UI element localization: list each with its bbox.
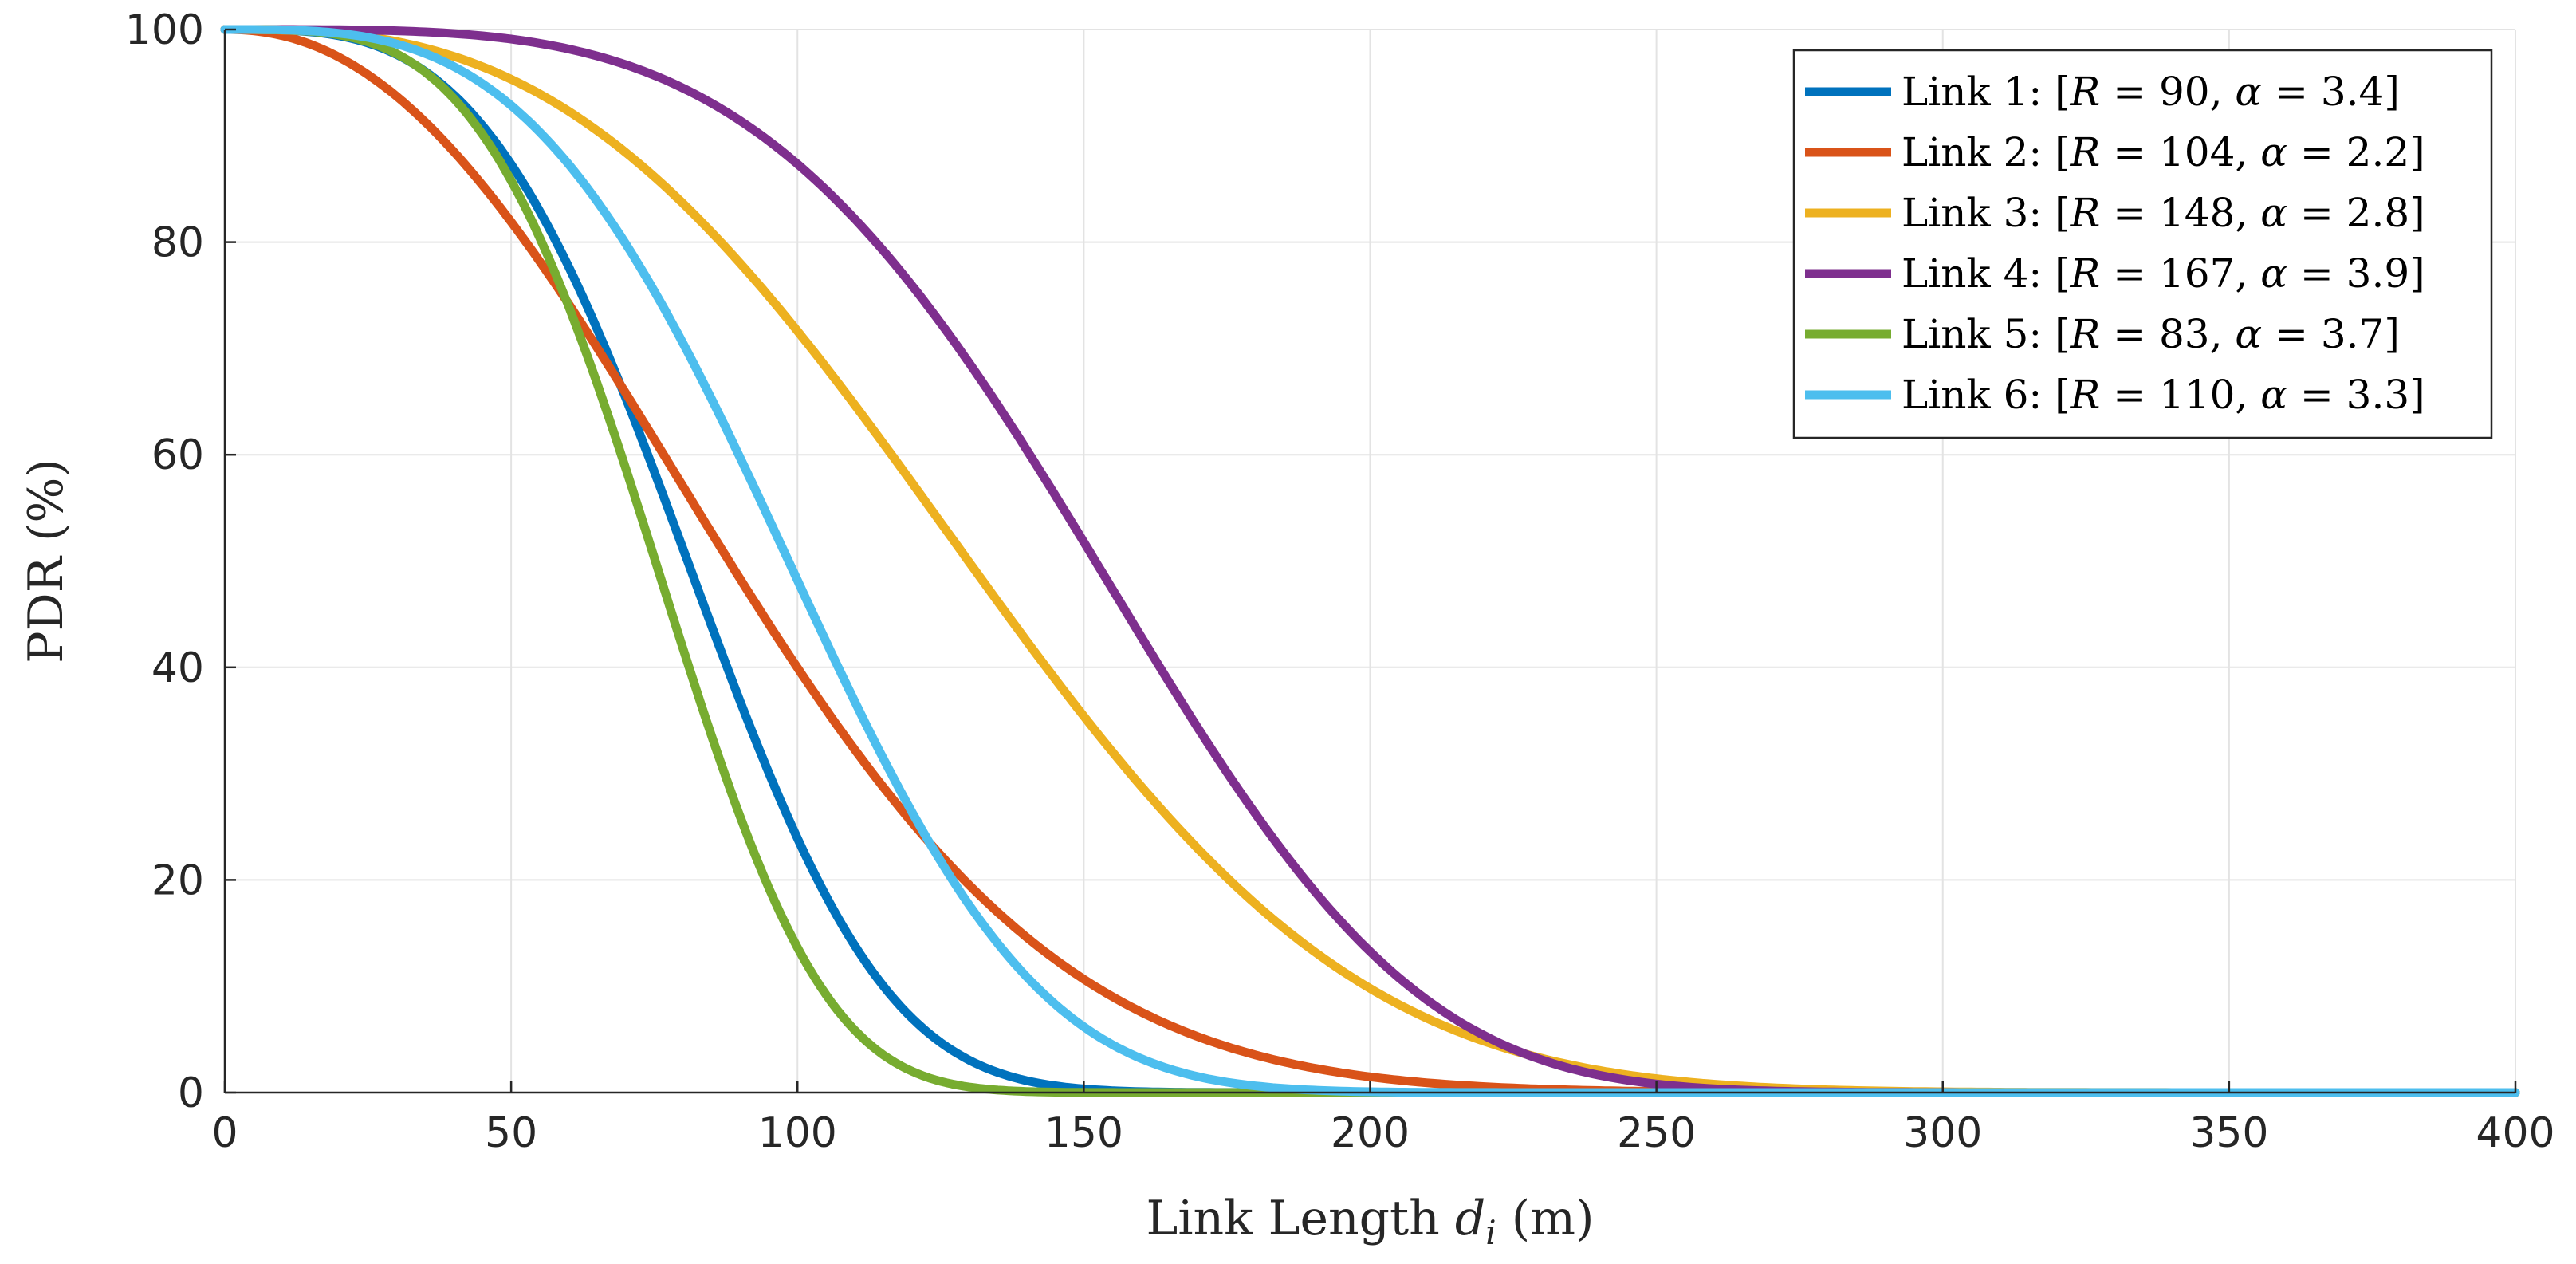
x-tick-label-150: 150 <box>1044 1109 1123 1157</box>
legend-label-3: Link 3: [R = 148, α = 2.8] <box>1902 190 2425 236</box>
x-tick-label-0: 0 <box>211 1109 238 1157</box>
x-tick-label-300: 300 <box>1903 1109 1982 1157</box>
legend: Link 1: [R = 90, α = 3.4] Link 2: [R = 10… <box>1792 49 2493 439</box>
x-tick-label-250: 250 <box>1617 1109 1696 1157</box>
x-tick-label-100: 100 <box>758 1109 837 1157</box>
legend-label-2: Link 2: [R = 104, α = 2.2] <box>1902 129 2425 175</box>
x-tick-label-50: 50 <box>485 1109 537 1157</box>
y-tick-label-100: 100 <box>125 6 204 54</box>
x-tick-label-400: 400 <box>2476 1109 2554 1157</box>
legend-box <box>1792 49 2493 439</box>
x-tick-label-350: 350 <box>2189 1109 2268 1157</box>
legend-label-4: Link 4: [R = 167, α = 3.9] <box>1902 250 2425 297</box>
tick-labels: 0 50 100 150 200 250 300 350 400 0 20 40 60 80 100 <box>125 6 2555 1157</box>
legend-label-1: Link 1: [R = 90, α = 3.4] <box>1902 69 2400 115</box>
y-tick-label-80: 80 <box>151 219 204 267</box>
y-tick-label-0: 0 <box>178 1069 204 1117</box>
x-tick-label-200: 200 <box>1331 1109 1410 1157</box>
legend-label-5: Link 5: [R = 83, α = 3.7] <box>1902 311 2400 357</box>
legend-label-6: Link 6: [R = 110, α = 3.3] <box>1902 372 2425 418</box>
y-axis-title: PDR (%) <box>18 459 74 664</box>
y-tick-label-20: 20 <box>151 856 204 904</box>
y-tick-label-40: 40 <box>151 644 204 692</box>
y-tick-label-60: 60 <box>151 431 204 479</box>
axes <box>223 28 2517 1094</box>
x-axis-title: Link Length di (m) <box>1146 1191 1595 1252</box>
